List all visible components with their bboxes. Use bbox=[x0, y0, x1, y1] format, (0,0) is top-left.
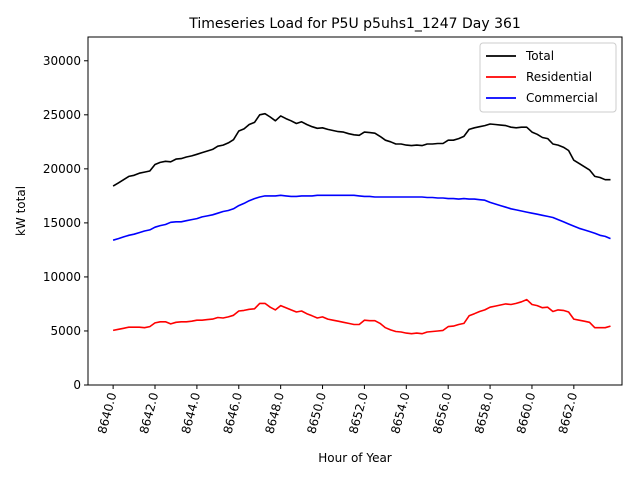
plot-frame bbox=[87, 36, 623, 386]
series-line-commercial bbox=[112, 194, 611, 241]
y-tick-label: 0 bbox=[73, 378, 81, 392]
legend-label-residential: Residential bbox=[526, 70, 592, 84]
y-axis-label: kW total bbox=[14, 186, 28, 236]
legend-label-commercial: Commercial bbox=[526, 91, 598, 105]
y-axis: 0 5000 10000 15000 20000 25000 30000 bbox=[43, 54, 88, 392]
series-lines bbox=[112, 112, 611, 335]
series-line-total bbox=[112, 112, 611, 187]
legend: Total Residential Commercial bbox=[479, 42, 617, 113]
series-line-residential bbox=[112, 298, 611, 335]
y-tick-label: 30000 bbox=[43, 54, 81, 68]
x-axis-label: Hour of Year bbox=[318, 451, 392, 465]
y-tick-label: 5000 bbox=[50, 324, 81, 338]
chart-title: Timeseries Load for P5U p5uhs1_1247 Day … bbox=[188, 16, 521, 32]
legend-box bbox=[479, 42, 617, 113]
y-tick-label: 10000 bbox=[43, 270, 81, 284]
y-tick-label: 20000 bbox=[43, 162, 81, 176]
y-tick-label: 25000 bbox=[43, 108, 81, 122]
legend-label-total: Total bbox=[525, 49, 554, 63]
y-tick-label: 15000 bbox=[43, 216, 81, 230]
